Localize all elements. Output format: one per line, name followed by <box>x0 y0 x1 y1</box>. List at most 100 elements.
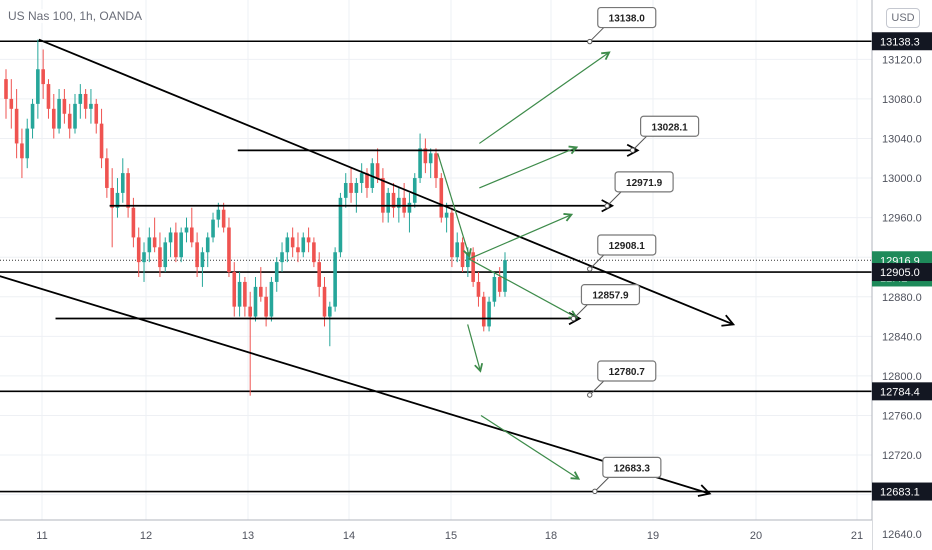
candle-body <box>460 242 465 268</box>
projection-arrow <box>468 214 572 260</box>
trend-line-arrowhead <box>626 143 640 157</box>
callout-pointer <box>632 135 647 151</box>
projection-arrowhead <box>462 248 472 258</box>
candle-body <box>306 237 311 243</box>
callout-anchor <box>592 488 598 495</box>
y-tick-label: 12760.0 <box>882 410 922 422</box>
projection-arrow <box>479 146 577 189</box>
candle-body <box>94 103 99 124</box>
candle-body <box>412 178 417 203</box>
projection-arrowhead <box>568 145 579 155</box>
callout-anchor <box>629 147 636 153</box>
candle-body <box>36 69 40 104</box>
y-tick-label: 13040.0 <box>882 133 922 145</box>
candle-body <box>317 262 322 287</box>
candle-body <box>62 98 67 114</box>
projection-arrow <box>437 153 470 257</box>
candle-body <box>99 123 104 159</box>
callout-pointer <box>606 191 622 207</box>
candle-body <box>216 209 221 220</box>
callout-pointer <box>589 380 605 396</box>
price-badge-label: 12784.4 <box>880 386 920 398</box>
candle-body <box>105 158 109 188</box>
candle-body <box>301 237 306 253</box>
y-tick-label: 13000.0 <box>882 173 922 185</box>
callout-anchor <box>587 38 593 45</box>
callout-box <box>597 6 657 29</box>
projection-arrow <box>478 51 610 144</box>
x-tick-label: 12 <box>140 530 152 542</box>
candle-body <box>179 232 183 258</box>
callout-anchor <box>604 203 610 209</box>
x-tick-label: 18 <box>545 530 557 542</box>
candle-body <box>381 178 385 213</box>
projection-arrowhead <box>474 362 484 373</box>
candle-body <box>503 260 507 292</box>
callout-box <box>614 171 674 193</box>
candle-body <box>476 281 481 297</box>
x-tick-label: 21 <box>851 530 863 542</box>
candle-body <box>487 301 491 327</box>
candle-body <box>338 197 343 253</box>
candle-body <box>439 178 444 218</box>
candle-body <box>497 276 502 292</box>
projection-arrow <box>469 258 577 319</box>
candle-body <box>349 183 353 193</box>
candle-body <box>296 247 300 253</box>
candle-body <box>285 237 290 253</box>
callout-box <box>580 284 641 306</box>
candle-body <box>343 183 348 198</box>
candle-body <box>365 173 369 188</box>
candle-body <box>9 98 14 109</box>
price-badge <box>872 482 932 501</box>
candle-body <box>407 202 412 213</box>
projection-arrowhead <box>601 51 611 60</box>
candle-body <box>46 84 51 109</box>
candle-body <box>41 69 45 85</box>
candle-body <box>158 247 162 268</box>
candle-body <box>110 187 114 208</box>
price-badge <box>872 32 932 51</box>
callout-anchor <box>587 392 593 398</box>
candle-body <box>269 281 274 317</box>
callout-pointer <box>589 27 605 42</box>
y-tick-label: 13120.0 <box>882 54 922 66</box>
callout-pointer <box>594 476 610 492</box>
candle-body <box>211 219 215 238</box>
callout-anchor <box>587 266 593 272</box>
x-tick-label: 11 <box>36 530 47 542</box>
candle-body <box>391 192 396 208</box>
price-badge <box>872 382 932 401</box>
candle-body <box>227 227 231 273</box>
candle-body <box>120 173 125 193</box>
trend-line-arrowhead <box>697 484 712 497</box>
x-tick-label: 19 <box>647 530 659 542</box>
candle-body <box>115 192 120 208</box>
projection-arrowhead <box>563 213 574 222</box>
candle-body <box>259 286 263 297</box>
trend-line-arrowhead <box>601 199 615 213</box>
candle-body <box>312 242 316 263</box>
candle-body <box>418 148 422 179</box>
candle-body <box>471 252 475 282</box>
candle-body <box>264 296 268 317</box>
price-badge-label: 12683.1 <box>880 487 920 499</box>
currency-button[interactable]: USD <box>886 8 920 28</box>
candle-body <box>221 209 226 228</box>
callout-label: 12683.3 <box>614 463 651 474</box>
candle-body <box>30 103 35 129</box>
candle-body <box>274 262 279 282</box>
callout-label: 13028.1 <box>652 122 689 133</box>
price-badge-label: 12905.0 <box>880 267 920 279</box>
projection-arrow <box>467 324 481 372</box>
callout-label: 13138.0 <box>609 14 646 25</box>
y-tick-label: 13080.0 <box>882 94 922 106</box>
projection-arrows <box>437 51 611 480</box>
trend-line <box>0 275 710 495</box>
candle-body <box>434 153 438 179</box>
candle-body <box>455 242 460 258</box>
candle-body <box>322 286 327 317</box>
